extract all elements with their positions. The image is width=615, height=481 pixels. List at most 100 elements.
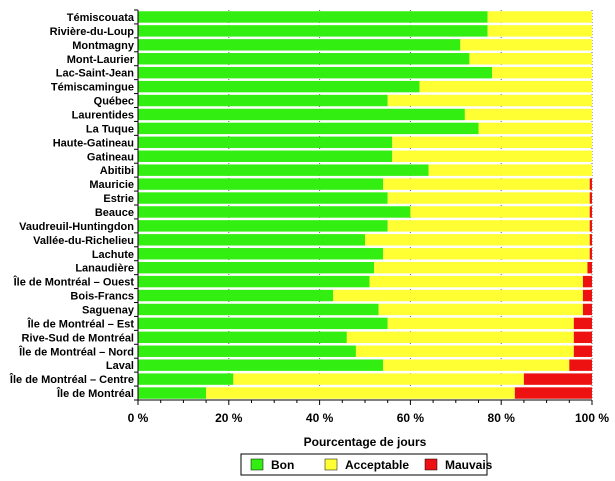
- bar-bon: [138, 94, 388, 107]
- bar-bon: [138, 178, 384, 190]
- bar-mauvais: [589, 206, 592, 218]
- category-label: Québec: [94, 96, 134, 108]
- bar-acceptable: [383, 248, 590, 260]
- bar-bon: [138, 122, 479, 135]
- category-label: Île de Montréal: [56, 387, 134, 400]
- bar-acceptable: [233, 373, 524, 385]
- bar-acceptable: [410, 206, 590, 218]
- category-label: Mont-Laurier: [67, 54, 135, 66]
- category-label: Île de Montréal – Centre: [9, 373, 134, 386]
- axes: [134, 9, 593, 405]
- bar-acceptable: [387, 192, 590, 204]
- bar-acceptable: [428, 164, 592, 176]
- bar-bon: [138, 331, 347, 344]
- bar-bon: [138, 345, 356, 357]
- bar-acceptable: [365, 234, 590, 246]
- bar-acceptable: [492, 66, 592, 79]
- category-label: Lanaudière: [75, 263, 134, 275]
- bar-mauvais: [589, 248, 592, 260]
- x-tick-labels: 0 % 20 % 40 % 60 % 80 % 100 %: [128, 411, 610, 425]
- bar-bon: [138, 359, 384, 371]
- category-label: Beauce: [95, 207, 134, 219]
- bar-bon: [138, 275, 370, 288]
- legend-label-bon: Bon: [271, 458, 294, 472]
- bar-acceptable: [383, 178, 590, 190]
- category-label: Île de Montréal – Est: [27, 317, 135, 330]
- x-tick-label: 60 %: [397, 411, 425, 425]
- bar-mauvais: [589, 234, 592, 246]
- bar-bon: [138, 317, 388, 330]
- bar-mauvais: [587, 261, 592, 274]
- x-tick-label: 0 %: [128, 411, 149, 425]
- bar-mauvais: [514, 387, 592, 399]
- bar-acceptable: [369, 275, 583, 288]
- category-label: Abitibi: [100, 165, 134, 177]
- bar-acceptable: [487, 11, 592, 23]
- category-label: Témiscouata: [67, 12, 135, 24]
- bar-acceptable: [460, 39, 592, 51]
- bar-bon: [138, 66, 493, 79]
- bar-bon: [138, 303, 379, 316]
- bar-acceptable: [355, 345, 574, 357]
- bar-bon: [138, 53, 470, 65]
- bar-acceptable: [333, 289, 583, 302]
- category-label: Lachute: [92, 249, 134, 261]
- bar-bon: [138, 220, 388, 232]
- bar-bon: [138, 373, 234, 385]
- bar-mauvais: [573, 345, 592, 357]
- bar-acceptable: [383, 359, 570, 371]
- category-label: Laval: [106, 360, 134, 372]
- category-labels: Témiscouata Rivière-du-Loup Montmagny Mont-…: [9, 12, 135, 400]
- bar-bon: [138, 150, 393, 162]
- bar-mauvais: [582, 303, 592, 316]
- bar-mauvais: [582, 289, 592, 302]
- legend-label-mauvais: Mauvais: [445, 458, 493, 472]
- category-label: Bois-Francs: [70, 291, 134, 303]
- bar-acceptable: [419, 80, 592, 93]
- bar-bon: [138, 206, 411, 218]
- bar-mauvais: [589, 220, 592, 232]
- category-label: La Tuque: [86, 123, 134, 135]
- bar-acceptable: [392, 136, 592, 149]
- bar-bon: [138, 164, 429, 176]
- bar-bon: [138, 192, 388, 204]
- category-label: Témiscamingue: [51, 82, 134, 94]
- bar-mauvais: [573, 317, 592, 330]
- x-tick-label: 100 %: [575, 411, 609, 425]
- bar-bon: [138, 234, 365, 246]
- bar-acceptable: [469, 53, 592, 65]
- bar-bon: [138, 136, 393, 149]
- x-tick-label: 20 %: [215, 411, 243, 425]
- bar-acceptable: [392, 150, 592, 162]
- bars: [138, 11, 592, 399]
- legend-swatch-acceptable: [324, 458, 338, 471]
- bar-mauvais: [589, 192, 592, 204]
- bar-acceptable: [206, 387, 515, 399]
- bar-bon: [138, 80, 420, 93]
- bar-bon: [138, 387, 207, 399]
- bar-acceptable: [374, 261, 588, 274]
- category-label: Montmagny: [72, 40, 135, 52]
- bar-acceptable: [346, 331, 574, 344]
- category-label: Rivière-du-Loup: [50, 26, 135, 38]
- legend: Bon Acceptable Mauvais: [240, 453, 493, 476]
- category-label: Vaudreuil-Huntingdon: [19, 221, 134, 233]
- bar-bon: [138, 108, 465, 121]
- category-label: Gatineau: [87, 151, 134, 163]
- x-tick-label: 80 %: [488, 411, 516, 425]
- bar-bon: [138, 39, 461, 51]
- category-label: Saguenay: [82, 304, 135, 316]
- bar-acceptable: [387, 317, 574, 330]
- bar-acceptable: [387, 94, 592, 107]
- category-label: Estrie: [103, 193, 134, 205]
- bar-mauvais: [523, 373, 592, 385]
- category-label: Vallée-du-Richelieu: [33, 235, 134, 247]
- bar-mauvais: [573, 331, 592, 344]
- bar-acceptable: [478, 122, 592, 135]
- x-tick-label: 40 %: [306, 411, 334, 425]
- category-label: Lac-Saint-Jean: [56, 68, 135, 80]
- legend-swatch-mauvais: [424, 458, 438, 471]
- bar-bon: [138, 261, 375, 274]
- category-label: Laurentides: [72, 109, 134, 121]
